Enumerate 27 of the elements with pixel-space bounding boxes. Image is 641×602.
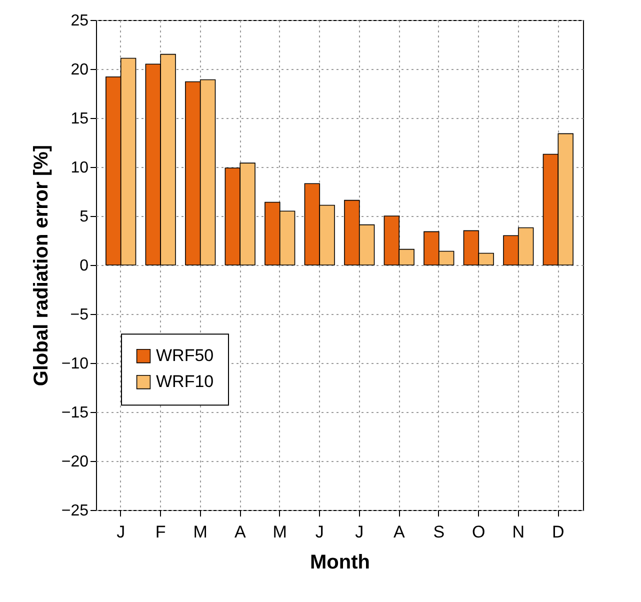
x-axis-title: Month <box>310 552 370 574</box>
x-tick-label: F <box>155 522 166 542</box>
y-tick-label: 15 <box>70 110 89 128</box>
x-tick-label: A <box>234 522 246 542</box>
y-tick-label: −15 <box>61 404 89 422</box>
y-tick-label: 25 <box>70 12 89 30</box>
y-tick-label: −5 <box>70 306 89 324</box>
legend-label: WRF10 <box>156 372 214 392</box>
y-tick-label: 0 <box>80 258 89 274</box>
y-tick-label: 10 <box>70 160 89 176</box>
x-tick-label: J <box>315 522 324 542</box>
x-tick-label: D <box>552 522 564 542</box>
x-tick-label: N <box>512 522 525 542</box>
x-tick-label: J <box>116 522 126 542</box>
y-tick-label: 20 <box>70 62 89 78</box>
legend-label: WRF50 <box>156 346 214 366</box>
y-tick-label: −25 <box>61 502 89 520</box>
x-tick-label: A <box>393 522 406 542</box>
y-tick-label: −10 <box>61 356 89 372</box>
x-tick-label: S <box>433 522 445 542</box>
y-axis-title: Global radiation error [%] <box>30 144 52 386</box>
x-tick-label: M <box>193 522 208 542</box>
y-tick-label: 5 <box>80 208 89 226</box>
y-tick-label: −20 <box>61 454 89 470</box>
x-tick-label: M <box>272 522 287 542</box>
x-tick-label: J <box>355 522 364 542</box>
x-tick-label: O <box>472 522 486 542</box>
